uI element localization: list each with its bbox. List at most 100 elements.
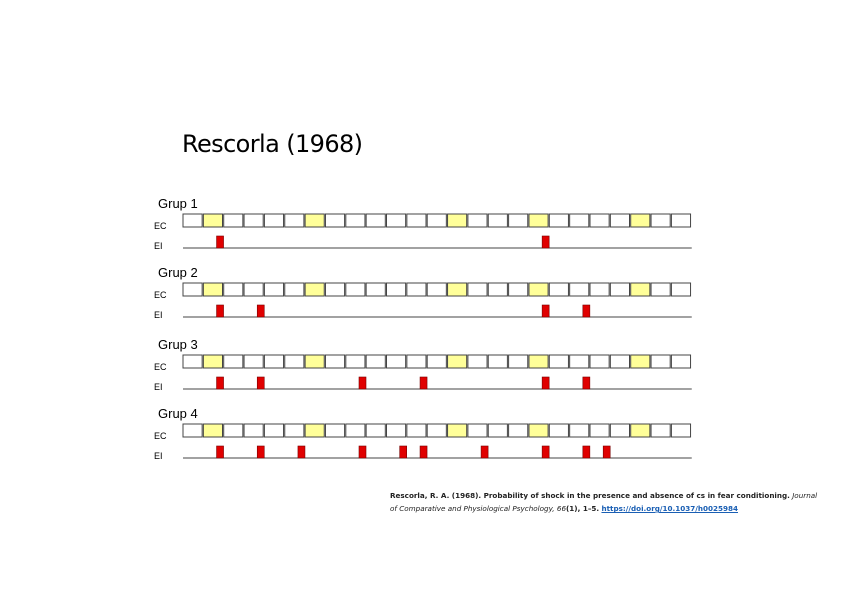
cs-trial-box: [630, 282, 651, 297]
us-shock-marker: [541, 376, 550, 390]
trial-box: [284, 213, 305, 228]
cs-trial-box: [202, 213, 224, 228]
cs-trial-box: [304, 354, 325, 369]
trial-box: [609, 354, 630, 369]
trial-box: [406, 354, 427, 369]
trial-box: [386, 282, 407, 297]
us-shock-marker: [216, 445, 224, 459]
page-title: Rescorla (1968): [182, 130, 363, 158]
trial-box: [670, 423, 692, 438]
group-label: Grup 1: [158, 196, 198, 211]
us-shock-marker: [582, 304, 591, 318]
trial-box: [426, 282, 447, 297]
us-row-label: EI: [154, 310, 163, 320]
cs-trial-box: [447, 282, 468, 297]
us-shock-marker: [358, 376, 367, 390]
us-shock-marker: [602, 445, 611, 459]
trial-box: [487, 282, 508, 297]
trial-box: [508, 354, 529, 369]
trial-box: [365, 354, 386, 369]
cs-trial-box: [447, 354, 468, 369]
trial-box: [670, 354, 692, 369]
trial-box: [324, 354, 346, 369]
trial-box: [426, 423, 447, 438]
trial-box: [467, 213, 488, 228]
cs-trial-box: [528, 423, 549, 438]
us-shock-marker: [216, 235, 224, 249]
trial-box: [223, 282, 244, 297]
trial-box: [406, 282, 427, 297]
cs-trial-box: [528, 213, 549, 228]
trial-box: [650, 354, 671, 369]
cs-trial-box: [304, 282, 325, 297]
us-row-label: EI: [154, 382, 163, 392]
us-shock-marker: [297, 445, 306, 459]
trial-box: [243, 213, 264, 228]
trial-box: [182, 282, 203, 297]
citation-journal-start: Journal: [792, 491, 818, 500]
us-shock-marker: [419, 376, 428, 390]
trial-box: [324, 282, 346, 297]
us-shock-marker: [582, 376, 591, 390]
trial-box: [548, 423, 569, 438]
us-shock-marker: [419, 445, 428, 459]
trial-box: [243, 354, 264, 369]
trial-box: [487, 354, 508, 369]
doi-link[interactable]: https://doi.org/10.1037/h0025984: [601, 504, 739, 513]
trial-box: [487, 213, 508, 228]
us-shock-marker: [216, 376, 224, 390]
trial-box: [345, 354, 366, 369]
trial-box: [263, 282, 285, 297]
us-shock-marker: [358, 445, 367, 459]
trial-box: [569, 213, 590, 228]
trial-box: [589, 282, 610, 297]
group-label: Grup 2: [158, 265, 198, 280]
trial-box: [345, 213, 366, 228]
citation: Rescorla, R. A. (1968). Probability of s…: [390, 489, 830, 515]
cs-row-label: EC: [154, 362, 167, 372]
trial-box: [426, 213, 447, 228]
trial-box: [609, 282, 630, 297]
trial-box: [263, 354, 285, 369]
trial-box: [487, 423, 508, 438]
trial-box: [243, 282, 264, 297]
trial-box: [670, 282, 692, 297]
trial-box: [467, 282, 488, 297]
trial-box: [263, 213, 285, 228]
trial-box: [609, 213, 630, 228]
trial-box: [223, 213, 244, 228]
trial-box: [467, 354, 488, 369]
cs-trial-box: [304, 423, 325, 438]
trial-box: [508, 282, 529, 297]
trial-box: [182, 354, 203, 369]
trial-box: [426, 354, 447, 369]
trial-box: [284, 282, 305, 297]
trial-box: [324, 213, 346, 228]
trial-box: [345, 282, 366, 297]
cs-trial-box: [630, 213, 651, 228]
trial-box: [345, 423, 366, 438]
trial-box: [406, 213, 427, 228]
trial-box: [508, 423, 529, 438]
trial-box: [284, 354, 305, 369]
trial-box: [243, 423, 264, 438]
trial-box: [223, 354, 244, 369]
cs-row-label: EC: [154, 290, 167, 300]
trial-box: [650, 282, 671, 297]
group-label: Grup 3: [158, 337, 198, 352]
cs-row-label: EC: [154, 221, 167, 231]
cs-row-label: EC: [154, 431, 167, 441]
trial-box: [182, 423, 203, 438]
trial-box: [609, 423, 630, 438]
cs-trial-box: [630, 354, 651, 369]
trial-box: [589, 213, 610, 228]
cs-trial-box: [202, 282, 224, 297]
trial-box: [386, 213, 407, 228]
trial-box: [365, 213, 386, 228]
trial-box: [467, 423, 488, 438]
cs-trial-box: [528, 282, 549, 297]
us-shock-marker: [541, 445, 550, 459]
trial-box: [284, 423, 305, 438]
trial-box: [365, 282, 386, 297]
group-label: Grup 4: [158, 406, 198, 421]
